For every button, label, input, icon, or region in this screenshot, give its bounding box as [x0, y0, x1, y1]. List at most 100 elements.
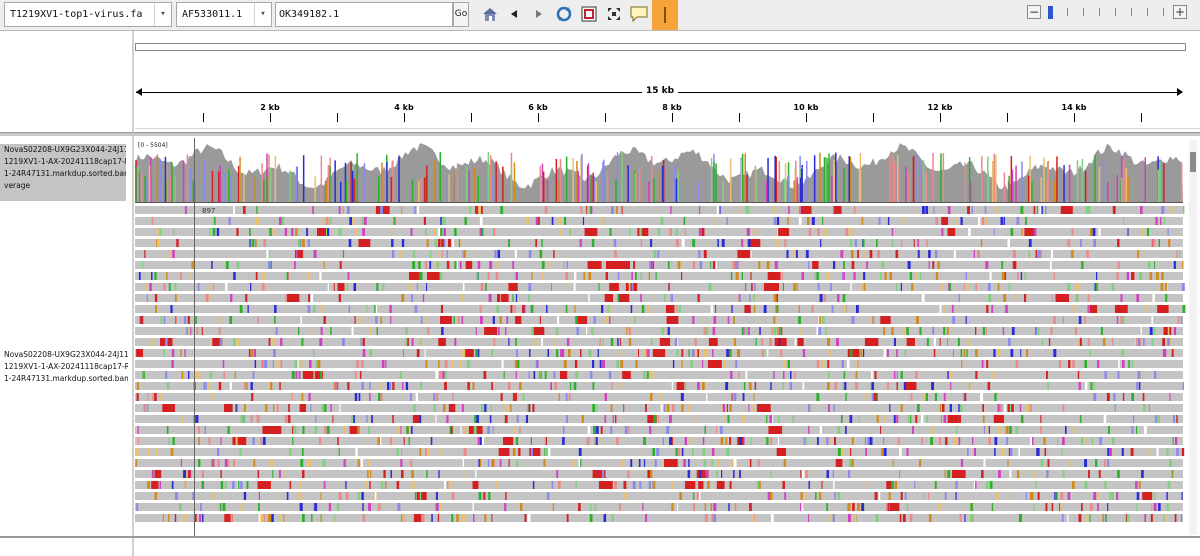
- read-mismatch: [922, 206, 925, 214]
- ruler-tick: [1074, 113, 1075, 122]
- read-mismatch: [647, 305, 650, 313]
- read-mismatch: [797, 338, 804, 346]
- coverage-mismatch-bar: [203, 160, 206, 202]
- popup-text-button[interactable]: [628, 3, 650, 25]
- read-mismatch: [479, 228, 482, 236]
- read-mismatch: [700, 481, 704, 489]
- read-mismatch: [240, 503, 243, 511]
- read-mismatch: [676, 349, 679, 357]
- read-mismatch: [907, 415, 910, 423]
- read-mismatch: [1156, 272, 1159, 280]
- read-mismatch: [1136, 294, 1140, 302]
- read-mismatch: [256, 206, 258, 214]
- read-mismatch: [308, 393, 311, 401]
- coverage-track-name[interactable]: NovaS02208-UX9G23X044-24J11C 1219XV1-1-A…: [0, 144, 126, 201]
- read-mismatch: [174, 283, 177, 291]
- read-mismatch: [1037, 250, 1041, 258]
- read-mismatch: [625, 283, 638, 291]
- read: [464, 459, 579, 467]
- read-mismatch: [643, 437, 646, 445]
- read-mismatch: [307, 272, 311, 280]
- go-button[interactable]: Go: [453, 2, 469, 27]
- read-mismatch: [1109, 492, 1112, 500]
- alignment-track-name[interactable]: NovaS02208-UX9G23X044-24J11C 1219XV1-1-A…: [4, 349, 128, 385]
- read-mismatch: [159, 393, 163, 401]
- zoom-out-button[interactable]: −: [1027, 5, 1041, 19]
- read-mismatch: [837, 448, 841, 456]
- read-mismatch: [602, 338, 604, 346]
- read-mismatch: [493, 228, 496, 236]
- read-mismatch: [698, 228, 702, 236]
- coverage-mismatch-bar: [639, 168, 641, 202]
- read-mismatch: [919, 272, 922, 280]
- read: [135, 492, 375, 500]
- read-mismatch: [508, 448, 510, 456]
- read-mismatch: [650, 371, 654, 379]
- read-mismatch: [747, 327, 750, 335]
- alignment-scrollbar[interactable]: [1189, 140, 1197, 535]
- zoom-in-button[interactable]: +: [1173, 5, 1187, 19]
- read-mismatch: [1044, 448, 1047, 456]
- read-mismatch: [767, 272, 781, 280]
- coverage-name-line: 1219XV1-1-AX-20241118cap17-R1: [4, 157, 126, 166]
- read-mismatch: [234, 371, 236, 379]
- read-mismatch: [900, 492, 903, 500]
- read-mismatch: [327, 228, 330, 236]
- read-mismatch: [664, 459, 678, 467]
- coverage-mismatch-bar: [329, 166, 331, 202]
- read-mismatch: [533, 327, 545, 335]
- read-mismatch: [308, 294, 311, 302]
- roi-icon: [581, 6, 597, 22]
- home-button[interactable]: [479, 3, 501, 25]
- read-mismatch: [1148, 448, 1150, 456]
- read-mismatch: [1093, 239, 1096, 247]
- read-mismatch: [1087, 294, 1090, 302]
- read-mismatch: [492, 316, 495, 324]
- read-mismatch: [969, 503, 971, 511]
- read-mismatch: [487, 426, 490, 434]
- read-mismatch: [301, 393, 304, 401]
- coverage-mismatch-bar: [942, 153, 945, 202]
- chromosome-ideogram[interactable]: [135, 43, 1186, 51]
- read-mismatch: [183, 316, 187, 324]
- locus-input[interactable]: OK349182.1: [275, 2, 453, 27]
- read: [955, 250, 1051, 258]
- read-mismatch: [867, 437, 870, 445]
- read-mismatch: [151, 470, 154, 478]
- ruler-icon[interactable]: [652, 0, 678, 30]
- forward-button[interactable]: [528, 3, 550, 25]
- read-mismatch: [1182, 382, 1184, 390]
- data-panel[interactable]: 897: [135, 138, 1187, 536]
- read-mismatch: [519, 382, 522, 390]
- read-mismatch: [390, 437, 393, 445]
- read-mismatch: [1117, 239, 1120, 247]
- genome-dropdown[interactable]: T1219XV1-top1-virus.fa ▾: [4, 2, 172, 27]
- coverage-mismatch-bar: [912, 156, 915, 202]
- back-button[interactable]: [503, 3, 525, 25]
- read-mismatch: [172, 250, 175, 258]
- popup-text-icon: [630, 6, 648, 22]
- zoom-level-indicator[interactable]: [1048, 6, 1053, 19]
- coverage-mismatch-bar: [587, 163, 590, 202]
- scrollbar-thumb[interactable]: [1190, 152, 1196, 172]
- read-mismatch: [442, 371, 445, 379]
- roi-button[interactable]: [578, 3, 600, 25]
- read-mismatch: [1040, 459, 1044, 467]
- panel-divider[interactable]: [0, 132, 1200, 136]
- read-mismatch: [1132, 415, 1135, 423]
- read-mismatch: [362, 228, 365, 236]
- read-mismatch: [240, 481, 243, 489]
- read: [135, 239, 453, 247]
- read-mismatch: [1117, 371, 1120, 379]
- read-mismatch: [645, 349, 648, 357]
- resize-button[interactable]: [603, 3, 625, 25]
- read-mismatch: [456, 514, 459, 522]
- read-mismatch: [1136, 492, 1140, 500]
- read-mismatch: [1104, 459, 1106, 467]
- read-mismatch: [438, 503, 442, 511]
- read-mismatch: [822, 217, 824, 225]
- read-mismatch: [323, 261, 325, 269]
- refresh-button[interactable]: [553, 3, 575, 25]
- read-mismatch: [326, 426, 330, 434]
- chromosome-dropdown[interactable]: AF533011.1 ▾: [176, 2, 272, 27]
